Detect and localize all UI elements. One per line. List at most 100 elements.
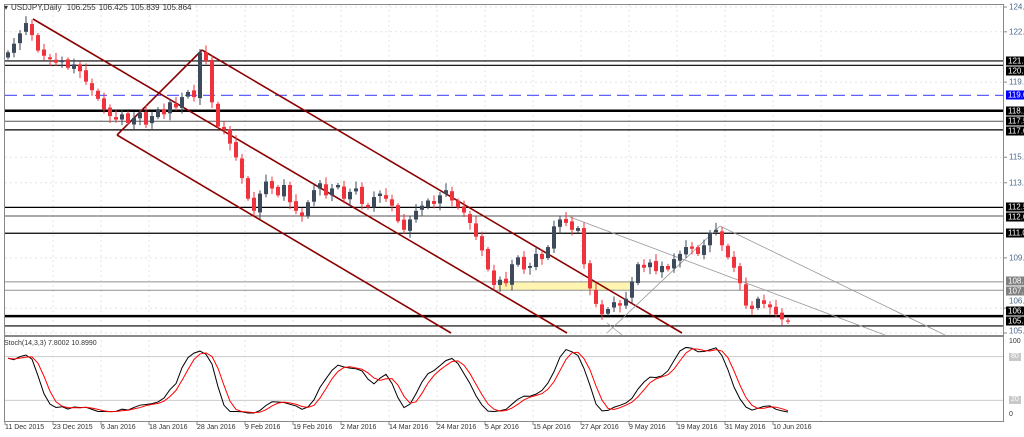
level-price-label: 111.000 [1006, 228, 1024, 238]
candle-body [174, 103, 178, 108]
candle-body [774, 306, 778, 315]
candle-body [672, 259, 676, 269]
date-axis-label: 31 May 2016 [725, 424, 766, 431]
candle-body [732, 256, 736, 268]
trendlines[interactable] [32, 18, 946, 336]
level-price-label: 112.000 [1006, 212, 1024, 222]
candle-body [780, 312, 784, 320]
plot-border [4, 4, 1004, 422]
candle-body [78, 64, 82, 72]
candle-body [582, 228, 586, 265]
candle-body [246, 178, 250, 199]
date-axis-label: 19 May 2016 [677, 424, 718, 431]
candle-body [120, 114, 124, 120]
grid [5, 5, 1007, 422]
candle-body [42, 49, 46, 56]
candle-body [84, 70, 88, 82]
stoch-axis-label: 100 [1009, 338, 1021, 345]
candle-body [102, 98, 106, 110]
date-axis-label: 27 Apr 2016 [581, 424, 619, 431]
candle-body [612, 302, 616, 308]
candle-body [708, 233, 712, 246]
candle-body [270, 181, 274, 189]
candle-body [606, 309, 610, 314]
candle-body [312, 190, 316, 202]
level-price-label: 117.000 [1006, 126, 1024, 136]
gray-trendline [606, 322, 623, 336]
open-value: 106.255 [66, 3, 96, 12]
stoch-label: Stoch(14,3,3) [4, 340, 47, 347]
channel-line [116, 49, 203, 136]
candle-body [402, 219, 406, 230]
candles [6, 16, 790, 326]
candle-body [576, 228, 580, 231]
candle-body [480, 236, 484, 251]
date-axis-label: 9 Feb 2016 [245, 424, 281, 431]
price-axis-label: 122.690 [1009, 27, 1024, 37]
candle-body [414, 210, 418, 220]
candle-body [192, 90, 196, 98]
candle-body [318, 183, 322, 189]
candle-body [690, 246, 694, 249]
date-axis-label: 19 Feb 2016 [293, 424, 333, 431]
candle-body [48, 57, 52, 60]
candle-body [330, 188, 334, 196]
date-axis-label: 14 Mar 2016 [389, 424, 429, 431]
candle-body [66, 59, 70, 68]
candle-body [336, 184, 340, 188]
candle-body [744, 284, 748, 306]
candle-body [444, 190, 448, 194]
candle-body [486, 248, 490, 270]
candle-body [54, 59, 58, 63]
candle-body [378, 193, 382, 197]
price-axis-label: 119.770 [1009, 77, 1024, 87]
candle-body [372, 197, 376, 208]
stoch-axis-label: 20 [1009, 396, 1021, 405]
date-axis-label: 9 May 2016 [629, 424, 666, 431]
candle-body [18, 33, 22, 44]
date-axis-label: 2 Mar 2016 [341, 424, 377, 431]
candle-body [450, 191, 454, 201]
chart-frame [4, 4, 1004, 425]
date-axis-label: 11 Dec 2015 [5, 424, 45, 431]
price-axis-label: 115.410 [1009, 152, 1024, 162]
candle-body [534, 253, 538, 268]
stoch-signal-line [7, 348, 789, 414]
candle-body [588, 263, 592, 289]
candle-body [24, 23, 28, 32]
candle-body [288, 184, 292, 203]
candle-body [6, 52, 10, 58]
candle-body [666, 265, 670, 270]
candle-body [132, 117, 136, 125]
date-axis-label: 23 Dec 2015 [53, 424, 93, 431]
date-axis-label: 24 Mar 2016 [437, 424, 477, 431]
candle-body [234, 142, 238, 158]
horizontal-levels[interactable] [5, 60, 1003, 327]
candle-body [222, 126, 226, 130]
candle-body [366, 204, 370, 208]
candle-body [600, 304, 604, 315]
level-price-label: 112.500 [1006, 202, 1024, 212]
candle-body [150, 116, 154, 124]
gray-trendline [719, 225, 946, 336]
collapse-arrow-icon[interactable]: ▾ [4, 3, 9, 12]
price-axis-label: 106.650 [1009, 296, 1024, 306]
close-value: 105.864 [162, 3, 192, 12]
date-axis-label: 18 Jan 2016 [149, 424, 188, 431]
high-value: 106.425 [98, 3, 128, 12]
stoch-d-value: 10.8990 [71, 340, 97, 347]
candle-body [30, 24, 34, 36]
candle-body [216, 103, 220, 127]
candle-body [252, 197, 256, 211]
level-price-label: 117.500 [1006, 116, 1024, 126]
date-axis-label: 5 Apr 2016 [485, 424, 519, 431]
candle-body [240, 158, 244, 179]
candle-body [408, 219, 412, 231]
channel-line [201, 49, 683, 334]
candle-body [714, 229, 718, 233]
price-axis-label: 124.130 [1009, 2, 1024, 12]
candle-body [426, 200, 430, 208]
stoch-k-value: 7.8002 [47, 340, 70, 347]
candle-body [396, 205, 400, 222]
